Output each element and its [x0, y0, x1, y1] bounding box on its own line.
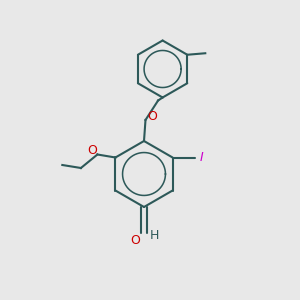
- Text: O: O: [87, 144, 97, 158]
- Text: H: H: [150, 229, 159, 242]
- Text: O: O: [131, 234, 140, 248]
- Text: I: I: [200, 151, 203, 164]
- Text: O: O: [147, 110, 157, 124]
